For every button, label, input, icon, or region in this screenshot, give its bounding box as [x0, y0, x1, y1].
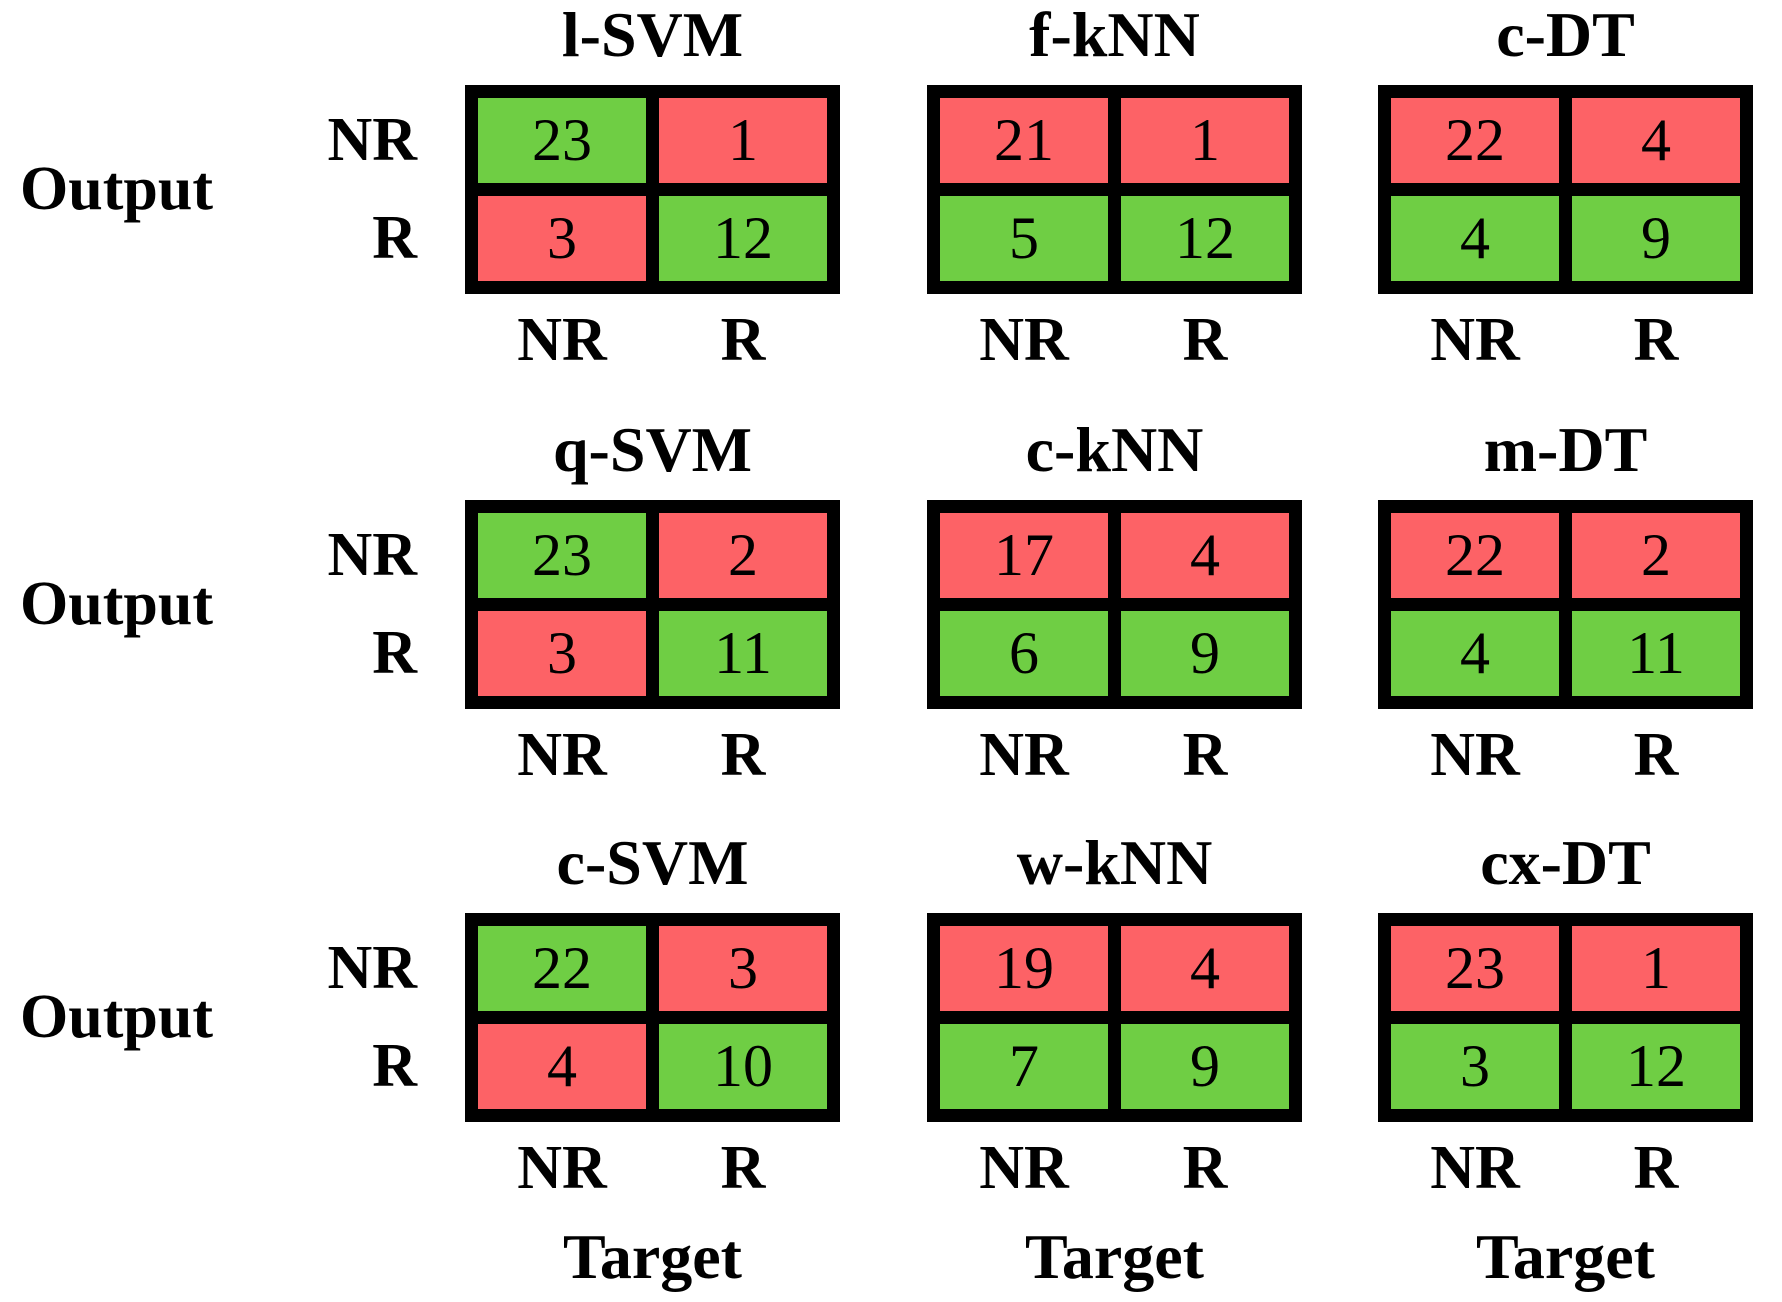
matrix-cell: 4 [1391, 196, 1559, 281]
matrix-cell: 23 [478, 98, 646, 183]
matrix-cell: 5 [940, 196, 1108, 281]
matrix-cell: 12 [659, 196, 827, 281]
matrix-cell: 3 [659, 926, 827, 1011]
col-label: R [1633, 721, 1679, 789]
col-label: NR [979, 1134, 1069, 1202]
col-label: NR [1430, 1134, 1520, 1202]
matrix-cell: 11 [1572, 611, 1740, 696]
matrix-cell: 9 [1121, 611, 1289, 696]
col-label: R [1633, 1134, 1679, 1202]
col-label: NR [1430, 306, 1520, 374]
col-label: R [720, 306, 766, 374]
row-label: R [372, 204, 417, 272]
row-label: NR [327, 934, 417, 1002]
matrix-cell: 9 [1572, 196, 1740, 281]
matrix-cell: 1 [1572, 926, 1740, 1011]
matrix-cell: 12 [1121, 196, 1289, 281]
matrix-cell: 3 [478, 196, 646, 281]
matrix-cell: 3 [478, 611, 646, 696]
matrix-cell: 11 [659, 611, 827, 696]
output-label: Output [20, 570, 213, 638]
matrix-cell: 1 [659, 98, 827, 183]
col-label: R [720, 721, 766, 789]
matrix-cell: 2 [659, 513, 827, 598]
matrix-cell: 9 [1121, 1024, 1289, 1109]
matrix-cell: 21 [940, 98, 1108, 183]
matrix-title: m-DT [1483, 414, 1648, 485]
matrix-cell: 4 [1391, 611, 1559, 696]
matrix-cell: 6 [940, 611, 1108, 696]
matrix-cell: 4 [478, 1024, 646, 1109]
matrix-title: cx-DT [1480, 827, 1651, 898]
col-label: R [1182, 1134, 1228, 1202]
row-label: NR [327, 521, 417, 589]
matrix-cell: 2 [1572, 513, 1740, 598]
matrix-cell: 4 [1572, 98, 1740, 183]
row-label: NR [327, 106, 417, 174]
matrix-cell: 22 [1391, 513, 1559, 598]
matrix-title: c-DT [1496, 0, 1635, 70]
target-label: Target [1476, 1221, 1655, 1292]
col-label: NR [517, 306, 607, 374]
matrix-cell: 1 [1121, 98, 1289, 183]
col-label: NR [979, 721, 1069, 789]
target-label: Target [1025, 1221, 1204, 1292]
col-label: R [720, 1134, 766, 1202]
col-label: R [1182, 306, 1228, 374]
matrix-title: q-SVM [552, 414, 753, 485]
row-label: R [372, 1032, 417, 1100]
output-label: Output [20, 155, 213, 223]
row-label: R [372, 619, 417, 687]
matrix-cell: 22 [1391, 98, 1559, 183]
target-label: Target [563, 1221, 742, 1292]
matrix-cell: 3 [1391, 1024, 1559, 1109]
matrix-title: c-kNN [1025, 414, 1204, 485]
matrix-title: f-kNN [1029, 0, 1200, 70]
output-label: Output [20, 983, 213, 1051]
matrix-title: c-SVM [556, 827, 749, 898]
matrix-cell: 17 [940, 513, 1108, 598]
matrix-title: l-SVM [561, 0, 744, 70]
col-label: R [1633, 306, 1679, 374]
matrix-cell: 12 [1572, 1024, 1740, 1109]
matrix-cell: 23 [1391, 926, 1559, 1011]
matrix-title: w-kNN [1016, 827, 1213, 898]
matrix-cell: 7 [940, 1024, 1108, 1109]
col-label: NR [979, 306, 1069, 374]
matrix-cell: 4 [1121, 513, 1289, 598]
matrix-cell: 4 [1121, 926, 1289, 1011]
matrix-cell: 23 [478, 513, 646, 598]
col-label: R [1182, 721, 1228, 789]
matrix-cell: 22 [478, 926, 646, 1011]
matrix-cell: 10 [659, 1024, 827, 1109]
col-label: NR [517, 1134, 607, 1202]
col-label: NR [517, 721, 607, 789]
matrix-cell: 19 [940, 926, 1108, 1011]
col-label: NR [1430, 721, 1520, 789]
